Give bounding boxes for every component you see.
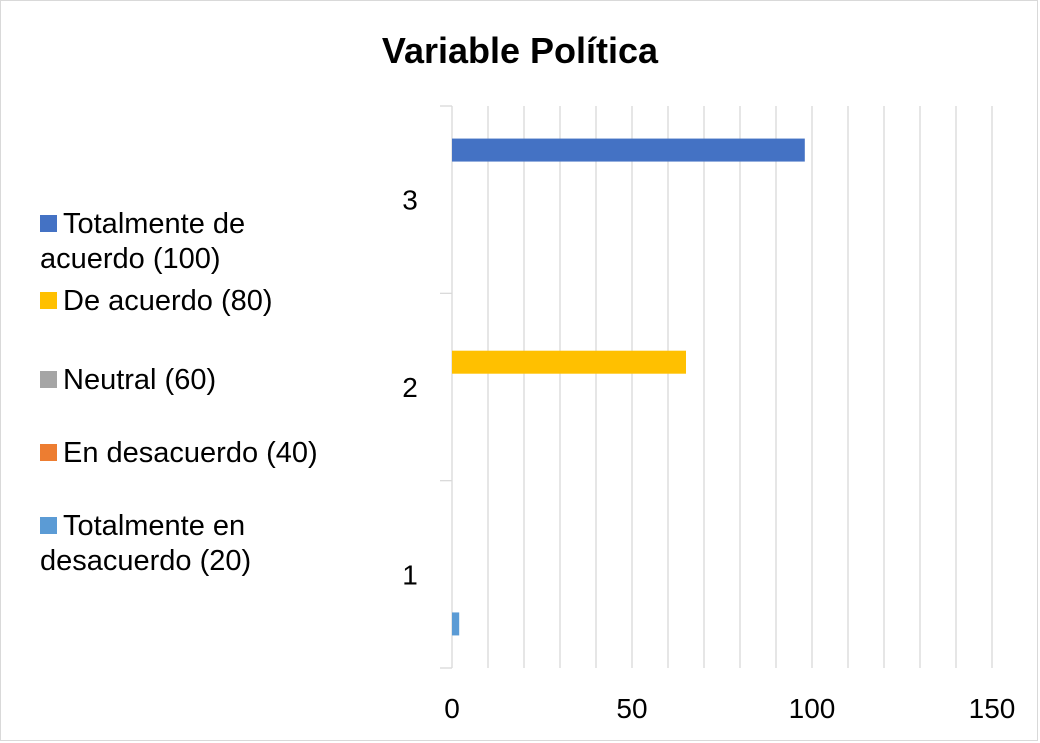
x-tick-label: 0	[444, 693, 460, 724]
legend-item: De acuerdo (80)	[40, 284, 273, 319]
legend-label: Totalmente en desacuerdo (20)	[40, 510, 252, 577]
legend-item: Neutral (60)	[40, 363, 216, 398]
legend-swatch	[40, 444, 57, 461]
x-tick-label: 150	[969, 693, 1016, 724]
bar	[452, 350, 686, 374]
legend-swatch	[40, 215, 57, 232]
legend-label: Neutral (60)	[63, 364, 217, 396]
legend-swatch	[40, 292, 57, 309]
x-tick-label: 50	[616, 693, 647, 724]
y-tick-label: 1	[402, 559, 418, 590]
legend-item: Totalmente en desacuerdo (20)	[40, 509, 310, 579]
y-tick-label: 2	[402, 372, 418, 403]
bar	[452, 138, 805, 162]
legend-item: En desacuerdo (40)	[40, 436, 318, 471]
legend-swatch	[40, 371, 57, 388]
legend-item: Totalmente de acuerdo (100)	[40, 207, 310, 277]
y-tick-label: 3	[402, 185, 418, 216]
legend-swatch	[40, 517, 57, 534]
chart-title: Variable Política	[381, 30, 659, 71]
x-tick-label: 100	[789, 693, 836, 724]
legend-label: Totalmente de acuerdo (100)	[40, 208, 246, 275]
legend-label: En desacuerdo (40)	[63, 437, 318, 469]
bar	[452, 612, 460, 636]
legend-label: De acuerdo (80)	[63, 285, 273, 317]
